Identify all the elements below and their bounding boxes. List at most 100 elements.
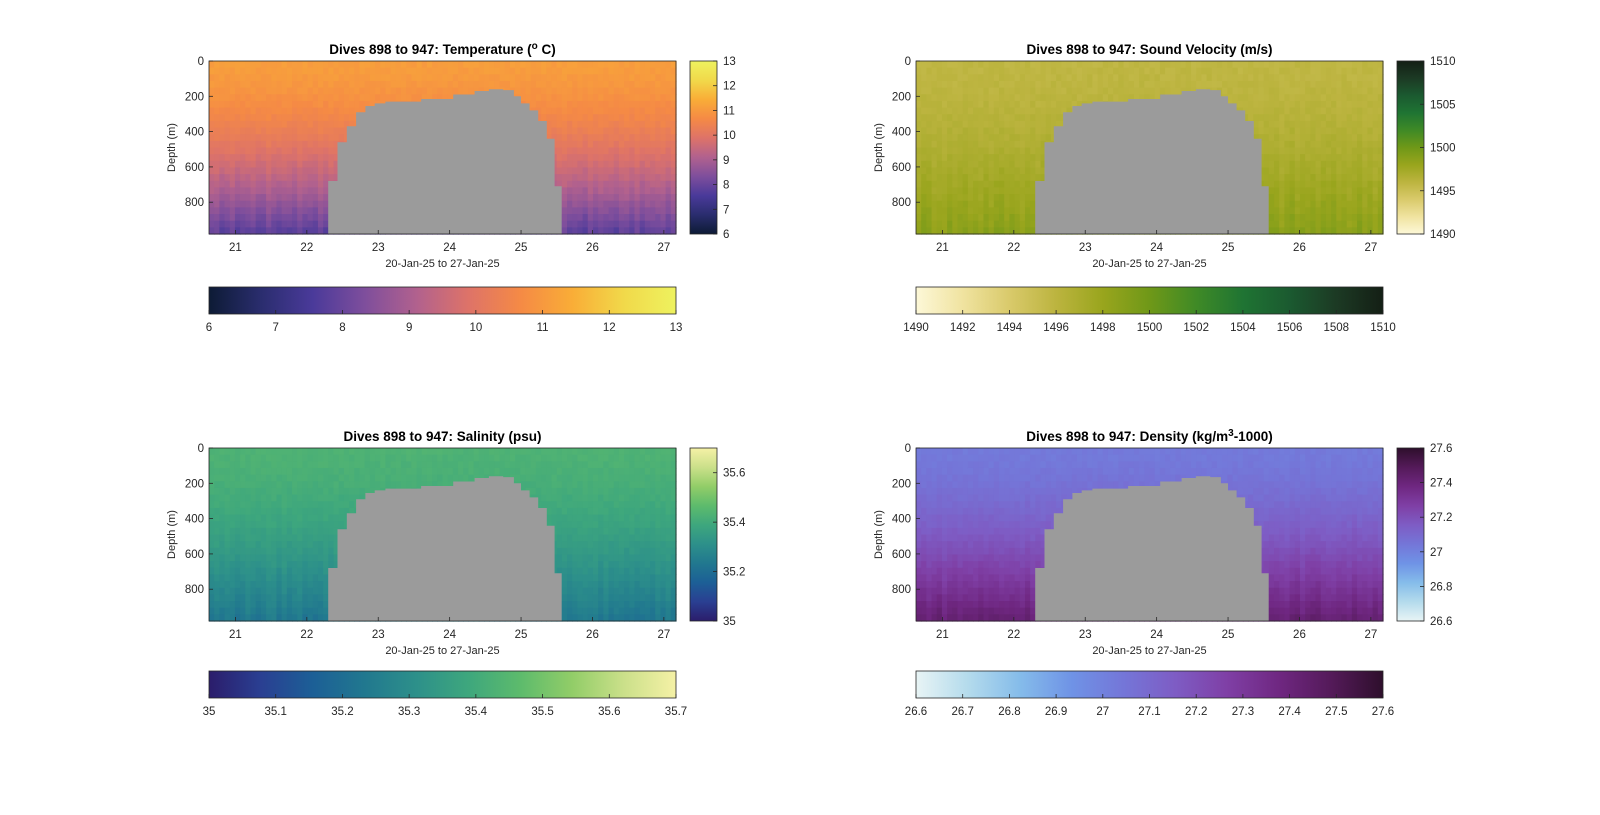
heatmap-cell: [317, 100, 324, 109]
heatmap-cell: [442, 61, 449, 69]
heatmap-cell: [255, 214, 262, 222]
heatmap-cell: [947, 74, 953, 82]
heatmap-cell: [1056, 61, 1062, 69]
heatmap-cell: [561, 207, 568, 215]
heatmap-cell: [1367, 227, 1374, 235]
heatmap-cell: [655, 154, 662, 162]
heatmap-cell: [343, 94, 350, 102]
heatmap-cell: [670, 174, 677, 182]
heatmap-cell: [255, 154, 262, 162]
y-axis-label: Depth (m): [873, 123, 885, 172]
heatmap-cell: [556, 167, 563, 175]
heatmap-cell: [214, 147, 220, 155]
heatmap-cell: [260, 160, 267, 169]
heatmap-cell: [224, 607, 231, 615]
heatmap-cell: [1258, 100, 1265, 109]
heatmap-cell: [941, 187, 948, 195]
heatmap-cell: [1024, 120, 1031, 129]
heatmap-cell: [618, 220, 625, 228]
heatmap-cell: [541, 107, 547, 115]
heatmap-cell: [224, 527, 231, 536]
heatmap-cell: [209, 521, 215, 529]
heatmap-cell: [993, 140, 1000, 149]
heatmap-cell: [1268, 87, 1275, 95]
heatmap-cell: [1222, 80, 1228, 89]
heatmap-cell: [1227, 67, 1234, 75]
heatmap-cell: [1377, 61, 1384, 69]
heatmap-cell: [400, 74, 407, 82]
heatmap-cell: [224, 501, 231, 509]
heatmap-cell: [1362, 160, 1369, 169]
heatmap-cell: [219, 454, 226, 462]
heatmap-cell: [1019, 174, 1026, 182]
heatmap-cell: [1372, 80, 1379, 89]
heatmap-cell: [266, 227, 272, 235]
heatmap-cell: [1315, 174, 1322, 182]
chart-panel-2: Dives 898 to 947: Salinity (psu)02004006…: [166, 429, 746, 718]
heatmap-cell: [229, 154, 236, 162]
heatmap-cell: [1289, 120, 1296, 129]
heatmap-cell: [1357, 67, 1363, 75]
heatmap-cell: [931, 180, 938, 189]
heatmap-cell: [307, 200, 314, 208]
heatmap-cell: [312, 200, 319, 208]
heatmap-cell: [219, 514, 226, 522]
heatmap-cell: [613, 100, 620, 109]
heatmap-cell: [328, 160, 335, 169]
heatmap-cell: [582, 147, 589, 155]
heatmap-cell: [463, 87, 470, 95]
heatmap-cell: [1341, 140, 1348, 149]
heatmap-cell: [1284, 214, 1291, 222]
heatmap-cell: [307, 127, 314, 135]
heatmap-cell: [1128, 74, 1135, 82]
heatmap-cell: [224, 534, 231, 542]
heatmap-cell: [209, 507, 215, 516]
heatmap-cell: [214, 200, 220, 208]
heatmap-cell: [1289, 214, 1296, 222]
heatmap-cell: [1341, 87, 1348, 95]
heatmap-cell: [297, 180, 303, 189]
heatmap-cell: [250, 154, 257, 162]
heatmap-cell: [323, 154, 329, 162]
heatmap-cell: [1305, 140, 1311, 149]
heatmap-cell: [983, 127, 990, 135]
heatmap-cell: [219, 607, 226, 615]
heatmap-cell: [598, 100, 604, 109]
heatmap-cell: [962, 200, 969, 208]
heatmap-cell: [1149, 94, 1156, 102]
heatmap-cell: [973, 100, 979, 109]
heatmap-cell: [224, 494, 231, 502]
heatmap-cell: [1367, 67, 1374, 75]
heatmap-cell: [1274, 194, 1280, 202]
heatmap-cell: [234, 174, 241, 182]
heatmap-cell: [1056, 120, 1062, 129]
heatmap-cell: [1331, 107, 1337, 115]
heatmap-cell: [1071, 74, 1078, 82]
heatmap-cell: [209, 541, 215, 549]
heatmap-cell: [1268, 207, 1275, 215]
heatmap-cell: [988, 227, 995, 235]
heatmap-cell: [608, 61, 615, 69]
heatmap-cell: [1325, 147, 1332, 155]
heatmap-cell: [463, 74, 470, 82]
heatmap-cell: [276, 100, 283, 109]
heatmap-cell: [561, 200, 568, 208]
heatmap-cell: [608, 220, 615, 228]
heatmap-cell: [1320, 194, 1327, 202]
heatmap-cell: [941, 127, 948, 135]
heatmap-cell: [229, 74, 236, 82]
heatmap-cell: [359, 74, 366, 82]
heatmap-cell: [613, 134, 620, 142]
heatmap-cell: [349, 107, 355, 115]
heatmap-cell: [1056, 74, 1062, 82]
heatmap-cell: [598, 154, 604, 162]
colorbar-bottom-tick-label: 8: [339, 322, 345, 334]
heatmap-cell: [1004, 114, 1010, 122]
heatmap-cell: [292, 114, 298, 122]
heatmap-cell: [281, 180, 288, 189]
heatmap-cell: [634, 220, 641, 228]
heatmap-cell: [1196, 67, 1202, 75]
heatmap-cell: [567, 114, 573, 122]
heatmap-cell: [400, 80, 407, 89]
heatmap-cell: [1377, 200, 1384, 208]
